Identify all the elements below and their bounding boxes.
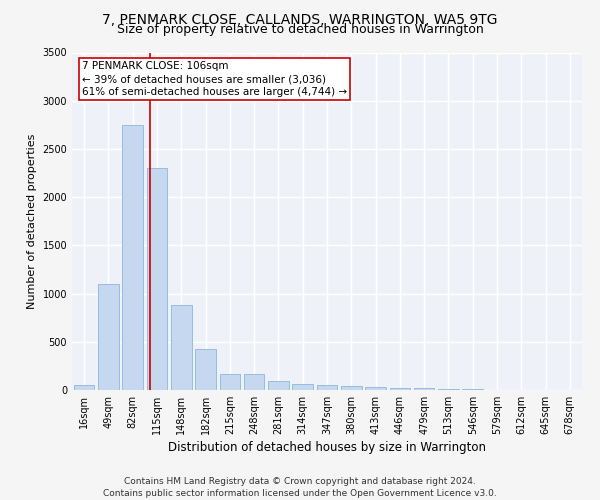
Bar [268,382,289,390]
Bar [389,388,410,390]
Bar [463,389,483,390]
Bar [171,305,191,390]
X-axis label: Distribution of detached houses by size in Warrington: Distribution of detached houses by size … [168,441,486,454]
Bar [414,388,434,390]
Bar [98,284,119,390]
Text: Size of property relative to detached houses in Warrington: Size of property relative to detached ho… [116,22,484,36]
Text: 7, PENMARK CLOSE, CALLANDS, WARRINGTON, WA5 9TG: 7, PENMARK CLOSE, CALLANDS, WARRINGTON, … [102,12,498,26]
Bar [195,348,216,390]
Text: Contains HM Land Registry data © Crown copyright and database right 2024.
Contai: Contains HM Land Registry data © Crown c… [103,476,497,498]
Bar [341,386,362,390]
Bar [365,388,386,390]
Bar [74,385,94,390]
Bar [220,374,240,390]
Bar [122,125,143,390]
Text: 7 PENMARK CLOSE: 106sqm
← 39% of detached houses are smaller (3,036)
61% of semi: 7 PENMARK CLOSE: 106sqm ← 39% of detache… [82,61,347,98]
Bar [244,374,265,390]
Bar [438,389,459,390]
Bar [317,385,337,390]
Y-axis label: Number of detached properties: Number of detached properties [27,134,37,309]
Bar [146,168,167,390]
Bar [292,384,313,390]
